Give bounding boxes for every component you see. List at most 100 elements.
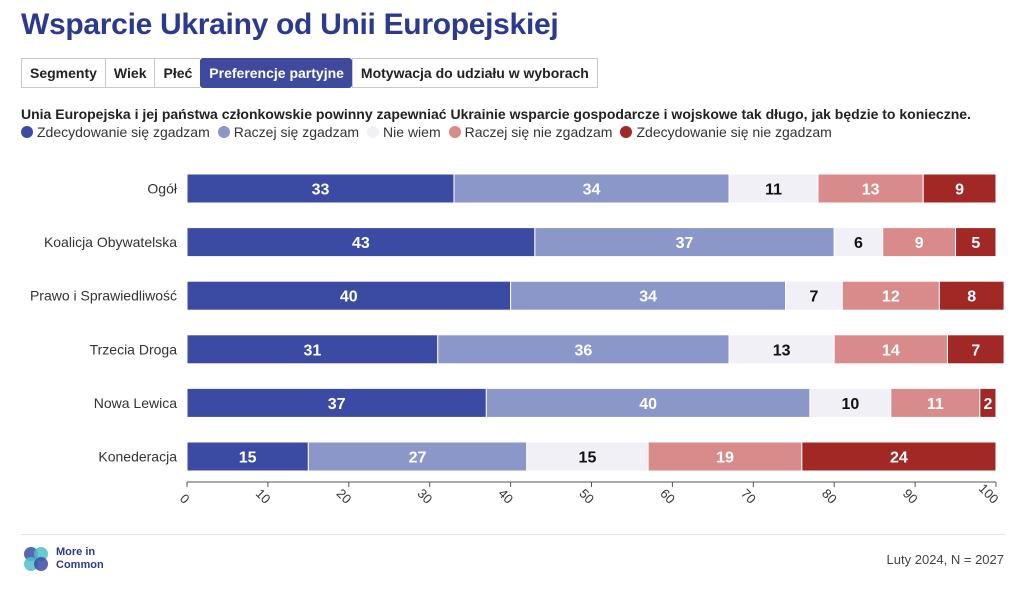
legend-dot (620, 126, 633, 138)
logo-icon (24, 547, 48, 571)
more-in-common-logo: More in Common (22, 545, 104, 573)
bar-segment (801, 441, 997, 472)
legend-item: Raczej się nie zgadzam (448, 124, 613, 140)
bar-segment (437, 334, 730, 365)
category-label: Koalicja Obywatelska (44, 234, 177, 250)
category-label: Prawo i Sprawiedliwość (30, 288, 177, 304)
source-note: Luty 2024, N = 2027 (886, 552, 1004, 567)
logo-line1: More in (56, 546, 96, 558)
legend-item: Zdecydowanie się zgadzam (21, 124, 210, 140)
legend-label: Nie wiem (383, 124, 441, 140)
bar-segment (882, 227, 957, 258)
bar-segment (728, 334, 835, 365)
legend-label: Zdecydowanie się zgadzam (37, 124, 210, 140)
x-tick-label: 30 (415, 486, 436, 507)
legend-item: Raczej się zgadzam (217, 124, 360, 140)
data-label: 11 (765, 182, 782, 199)
data-label: 5 (971, 235, 980, 252)
data-label: 40 (639, 396, 657, 413)
data-label: 15 (579, 450, 597, 467)
tab-motywacja[interactable]: Motywacja do udziału w wyborach (351, 58, 598, 88)
bar-segment (946, 334, 1005, 365)
category-label: Ogół (147, 181, 177, 197)
data-label: 7 (971, 342, 980, 359)
data-label: 6 (854, 235, 863, 252)
data-label: 7 (810, 289, 819, 306)
data-label: 13 (862, 182, 880, 199)
bar-segment (307, 441, 528, 472)
page-title: Wsparcie Ukrainy od Unii Europejskiej (21, 8, 559, 41)
legend-label: Raczej się zgadzam (233, 124, 360, 140)
x-tick-label: 80 (819, 486, 840, 507)
bar-segment (833, 227, 884, 258)
x-tick-label: 60 (657, 486, 678, 507)
bar-segment (922, 173, 997, 204)
legend-item: Nie wiem (367, 124, 441, 140)
footer-divider (21, 534, 1005, 535)
data-label: 10 (841, 396, 859, 413)
logo-line2: Common (56, 559, 104, 571)
legend-label: Raczej się nie zgadzam (464, 124, 613, 140)
bar-segment (186, 441, 309, 472)
tab-segmenty[interactable]: Segmenty (21, 58, 105, 88)
data-label: 40 (340, 289, 358, 306)
data-label: 31 (303, 342, 321, 359)
data-label: 8 (967, 289, 976, 306)
segment-tabs: Segmenty Wiek Płeć Preferencje partyjne … (21, 58, 598, 88)
legend-dot (367, 126, 380, 138)
bar-segment (453, 173, 730, 204)
x-tick-label: 10 (253, 486, 274, 507)
bar-segment (785, 280, 843, 311)
data-label: 34 (639, 289, 657, 306)
data-label: 12 (882, 289, 900, 306)
x-tick-label: 100 (976, 481, 1002, 507)
data-label: 19 (716, 450, 734, 467)
bar-segment (186, 387, 487, 418)
x-tick-label: 50 (576, 486, 597, 507)
tab-wiek[interactable]: Wiek (104, 58, 155, 88)
data-label: 24 (890, 450, 908, 467)
legend-dot (448, 126, 461, 138)
data-label: 14 (882, 342, 900, 359)
data-label: 2 (983, 396, 992, 413)
data-label: 36 (575, 342, 593, 359)
bar-segment (955, 227, 997, 258)
legend: Zdecydowanie się zgadzam Raczej się zgad… (21, 124, 840, 140)
stacked-bar-chart: Ogół 33 34 11 13 9 Koalicja Obywatelska 43 37 6 9 5… (30, 173, 1005, 507)
bar-segment (186, 334, 439, 365)
data-label: 37 (676, 235, 694, 252)
data-label: 15 (239, 450, 257, 467)
category-label: Konederacja (98, 449, 177, 465)
logo-wordmark: More in Common (56, 546, 104, 572)
data-label: 37 (328, 396, 346, 413)
x-tick-label: 40 (495, 486, 516, 507)
tab-plec[interactable]: Płeć (154, 58, 201, 88)
bar-segment (841, 280, 940, 311)
category-label: Trzecia Droga (90, 341, 178, 357)
bar-segment (186, 173, 455, 204)
legend-item: Zdecydowanie się nie zgadzam (620, 124, 832, 140)
bar-segment (809, 387, 892, 418)
legend-label: Zdecydowanie się nie zgadzam (636, 124, 832, 140)
data-label: 33 (312, 182, 330, 199)
x-tick-label: 70 (738, 486, 759, 507)
bar-segment (833, 334, 948, 365)
x-tick-label: 0 (177, 491, 193, 507)
bar-segment (728, 173, 819, 204)
tab-preferencje-partyjne[interactable]: Preferencje partyjne (200, 58, 352, 88)
data-label: 43 (352, 235, 370, 252)
data-label: 13 (773, 342, 791, 359)
question-text: Unia Europejska i jej państwa członkowsk… (21, 106, 971, 122)
legend-dot (217, 126, 230, 138)
bar-segment (534, 227, 835, 258)
data-label: 11 (927, 396, 944, 413)
x-tick-label: 90 (900, 486, 921, 507)
bar-segment (485, 387, 811, 418)
data-label: 34 (583, 182, 601, 199)
bar-segment (979, 387, 997, 418)
data-label: 27 (409, 450, 427, 467)
x-tick-label: 20 (334, 486, 355, 507)
data-label: 9 (915, 235, 924, 252)
legend-dot (21, 126, 33, 138)
bar-segment (938, 280, 1005, 311)
